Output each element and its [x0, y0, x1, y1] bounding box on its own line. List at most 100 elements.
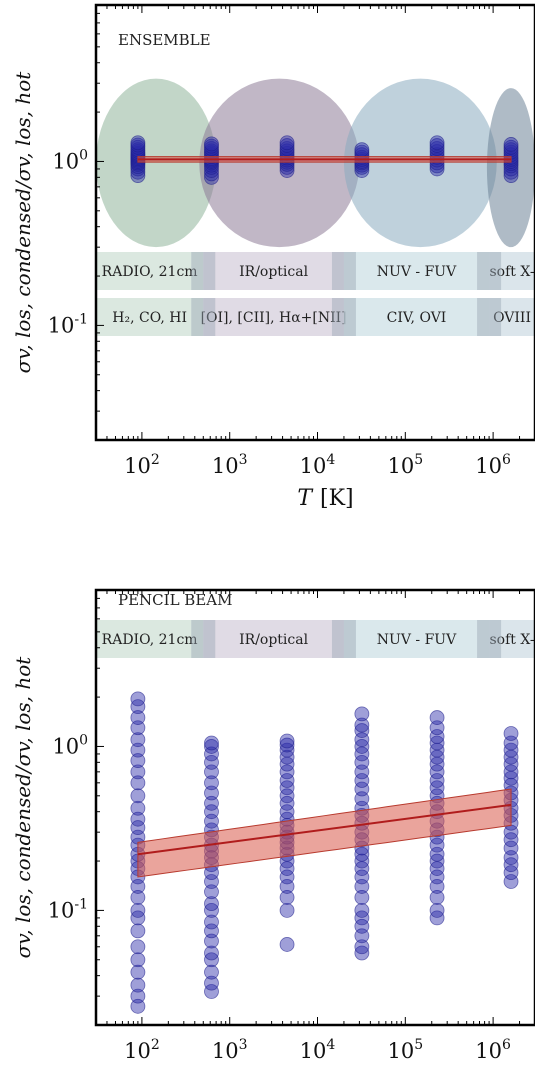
x-tick-label: 102 — [124, 452, 160, 478]
data-point — [204, 914, 219, 930]
data-point — [279, 869, 295, 885]
data-point — [130, 939, 146, 955]
band-row1-band-separator — [331, 252, 356, 290]
axes-frame — [94, 588, 535, 1027]
x-tick-label: 105 — [387, 1037, 423, 1063]
y-tick-label: 10-1 — [48, 311, 88, 337]
data-point — [503, 865, 519, 881]
data-point — [354, 846, 370, 862]
data-point — [130, 710, 146, 725]
band-row1-band-3 — [343, 252, 490, 290]
data-point — [204, 136, 219, 152]
data-point — [279, 773, 295, 788]
band-row1-band-label: RADIO, 21cm — [102, 264, 198, 280]
data-point — [204, 754, 219, 770]
data-point — [279, 937, 295, 952]
data-point — [130, 820, 146, 835]
data-point — [204, 874, 219, 889]
plot-area: RADIO, 21cm IR/optical NUV - FUV soft X- — [96, 590, 535, 1025]
data-point — [130, 775, 146, 791]
data-point — [429, 846, 445, 862]
data-point — [279, 163, 295, 178]
band-row1-band-separator — [331, 620, 356, 658]
data-point — [204, 804, 219, 820]
band-row1-band-1 — [96, 252, 204, 290]
fit-line — [137, 803, 512, 856]
data-point — [354, 869, 370, 885]
data-point — [204, 975, 219, 991]
x-tick-label: 102 — [124, 1037, 160, 1063]
data-point — [204, 923, 219, 939]
data-point — [204, 933, 219, 949]
data-point — [130, 800, 146, 816]
band-row2-band-separator — [477, 298, 502, 336]
data-point — [429, 869, 445, 885]
data-point — [429, 837, 445, 853]
data-point — [130, 691, 146, 707]
band-row1-band-label: NUV - FUV — [377, 632, 457, 648]
axes-frame — [94, 3, 535, 442]
data-point — [354, 732, 370, 748]
band-row2-band-3 — [343, 298, 490, 336]
data-point — [130, 910, 146, 926]
band-row1-band-separator — [477, 252, 502, 290]
data-point — [204, 735, 219, 751]
data-point — [279, 733, 295, 749]
data-point — [130, 903, 146, 918]
data-point — [130, 952, 146, 968]
chart-panel-2: RADIO, 21cm IR/optical NUV - FUV soft X- 102… — [11, 588, 535, 1063]
ensemble-ellipse-2 — [199, 78, 360, 248]
data-point — [279, 804, 295, 820]
x-tick-label: 105 — [387, 452, 423, 478]
data-point — [429, 910, 445, 926]
band-row1-band-2 — [203, 620, 344, 658]
band-row2-band-1 — [96, 298, 204, 336]
band-row2-band-4 — [489, 298, 535, 336]
x-axis-label: T [K] — [297, 486, 353, 511]
band-row2-band-2 — [203, 298, 344, 336]
y-axis-label: σv, los, condensed/σv, los, hot — [11, 656, 35, 959]
x-tick-label: 103 — [212, 452, 248, 478]
data-point — [354, 939, 370, 955]
ensemble-ellipse-3 — [343, 78, 497, 248]
data-point — [354, 903, 370, 918]
band-row1-band-separator — [191, 252, 216, 290]
data-point — [130, 977, 146, 993]
chart-title: PENCIL BEAM — [118, 591, 232, 609]
data-point — [279, 737, 295, 753]
band-row1-band-label: soft X- — [490, 632, 535, 648]
data-point — [130, 135, 146, 151]
data-point — [503, 874, 519, 889]
x-tick-label: 103 — [212, 1037, 248, 1063]
data-point — [354, 918, 370, 934]
data-point — [503, 832, 519, 848]
chart-panel-1: RADIO, 21cm IR/optical NUV - FUV soft X- H₂,… — [11, 3, 535, 511]
x-tick-label: 104 — [300, 1037, 336, 1063]
data-point — [279, 764, 295, 780]
data-point — [204, 964, 219, 980]
band-row2-band-label: OVIII — [493, 310, 531, 326]
data-point — [204, 945, 219, 961]
data-point — [130, 764, 146, 780]
data-point — [429, 735, 445, 751]
data-point — [354, 754, 370, 770]
band-row1-band-4 — [489, 252, 535, 290]
data-point — [130, 732, 146, 748]
band-row1-band-label: RADIO, 21cm — [102, 632, 198, 648]
data-point — [204, 746, 219, 762]
data-point — [130, 788, 146, 804]
band-row1-band-3 — [343, 620, 490, 658]
chart-title: ENSEMBLE — [118, 31, 211, 49]
data-point — [429, 720, 445, 736]
data-point — [204, 795, 219, 811]
y-axis-label: σv, los, condensed/σv, los, hot — [11, 71, 35, 374]
x-tick-label: 106 — [475, 452, 511, 478]
data-point — [279, 135, 295, 151]
data-point — [429, 729, 445, 744]
x-tick-label: 104 — [300, 452, 336, 478]
data-point — [429, 773, 445, 788]
band-row2-band-label: H₂, CO, HI — [112, 310, 187, 326]
band-row2-band-label: CIV, OVI — [387, 310, 447, 326]
data-point — [429, 903, 445, 918]
